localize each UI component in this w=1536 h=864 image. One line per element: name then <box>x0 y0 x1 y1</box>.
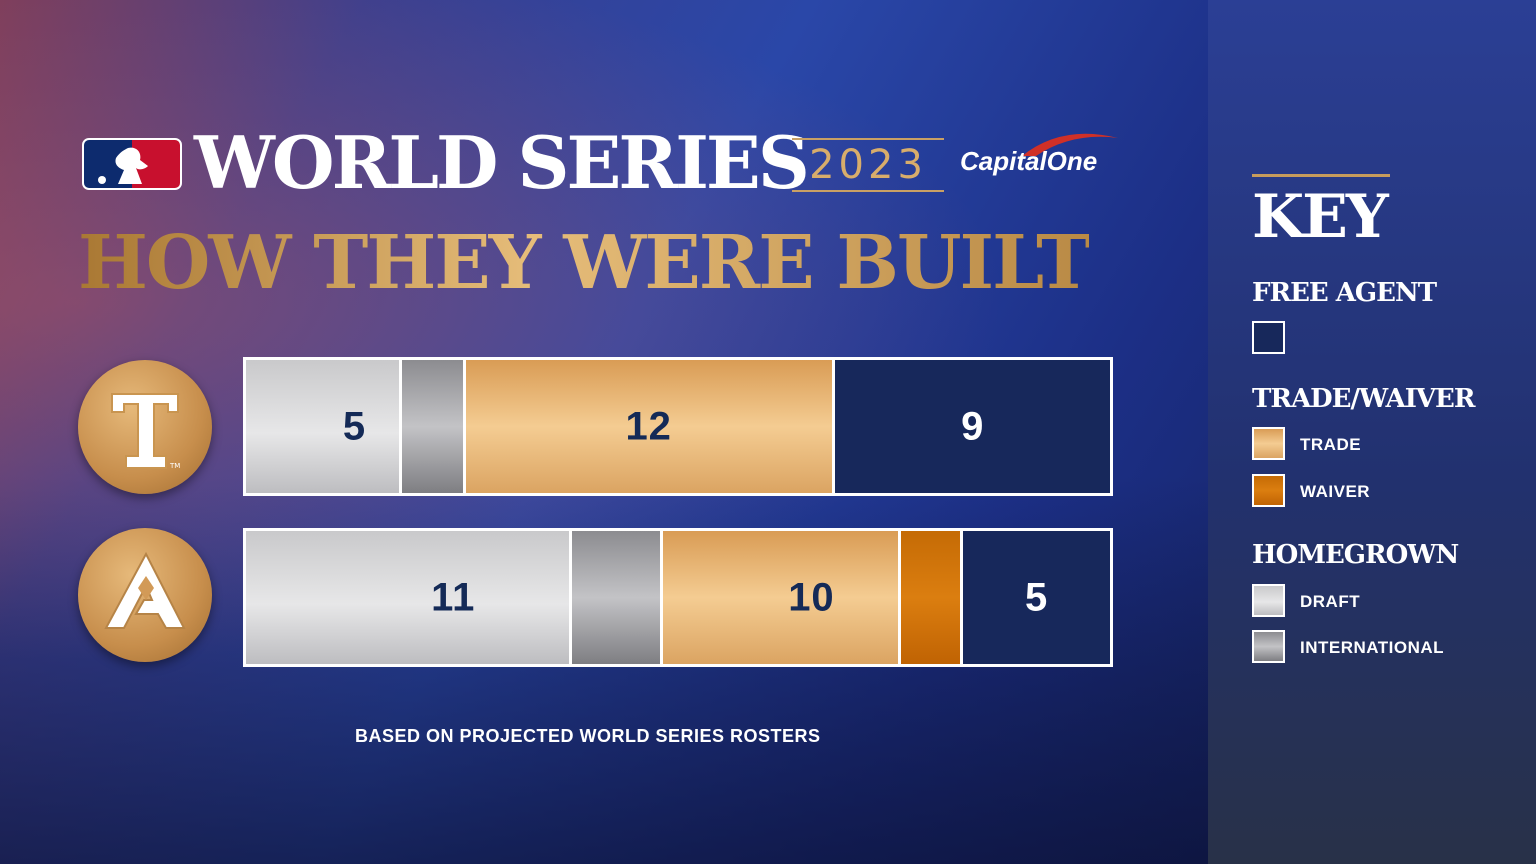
legend-swatch-trade <box>1252 427 1285 460</box>
bar-segment-draft: 11 <box>246 531 570 664</box>
legend-label-trade: TRADE <box>1300 435 1362 454</box>
legend-swatch-draft <box>1252 584 1285 617</box>
svg-text:TM: TM <box>169 462 180 470</box>
bar-diamondbacks: 11 10 5 <box>243 528 1113 667</box>
legend-group-trade-waiver: TRADE/WAIVER <box>1252 384 1475 414</box>
data-label-homegrown: 11 <box>431 575 476 619</box>
legend-label-draft: DRAFT <box>1300 592 1361 611</box>
chart-title: HOW THEY WERE BUILT <box>78 220 1091 306</box>
sponsor-swoosh-icon <box>1022 133 1118 156</box>
legend-swatch-international <box>1252 630 1285 663</box>
key-title: KEY <box>1252 182 1389 252</box>
legend-group-homegrown: HOMEGROWN <box>1252 540 1459 570</box>
diamondbacks-a-logo-icon <box>78 528 212 662</box>
data-label-homegrown: 5 <box>342 404 367 448</box>
bar-segment-international <box>572 531 661 664</box>
world-series-year: 2023 <box>792 138 944 192</box>
bar-rangers: 5 12 9 <box>243 357 1113 496</box>
sponsor-logo: CapitalOne <box>960 146 1098 176</box>
footnote: BASED ON PROJECTED WORLD SERIES ROSTERS <box>355 726 821 746</box>
rangers-t-logo-icon: TM <box>78 360 212 494</box>
data-label-free-agent: 5 <box>1025 575 1049 619</box>
mlb-logo-icon <box>82 138 182 190</box>
bar-segment-trade: 12 <box>465 360 833 493</box>
data-label-trade-waiver: 10 <box>788 575 835 619</box>
legend-swatch-free-agent <box>1252 321 1285 354</box>
data-label-free-agent: 9 <box>961 404 985 448</box>
legend-swatch-waiver <box>1252 474 1285 507</box>
legend-label-waiver: WAIVER <box>1300 482 1371 501</box>
key-divider <box>1252 174 1390 177</box>
bar-segment-free-agent: 9 <box>835 360 1110 493</box>
bar-segment-trade: 10 <box>663 531 899 664</box>
bar-segment-waiver <box>901 531 961 664</box>
bar-segment-free-agent: 5 <box>963 531 1110 664</box>
header: WORLD SERIES 2023 CapitalOne <box>82 120 1142 205</box>
legend-label-international: INTERNATIONAL <box>1300 638 1445 657</box>
legend-group-free-agent: FREE AGENT <box>1252 278 1437 308</box>
data-label-trade-waiver: 12 <box>625 404 672 448</box>
world-series-title: WORLD SERIES <box>194 120 810 205</box>
bar-segment-international <box>401 360 463 493</box>
bar-segment-draft: 5 <box>246 360 399 493</box>
